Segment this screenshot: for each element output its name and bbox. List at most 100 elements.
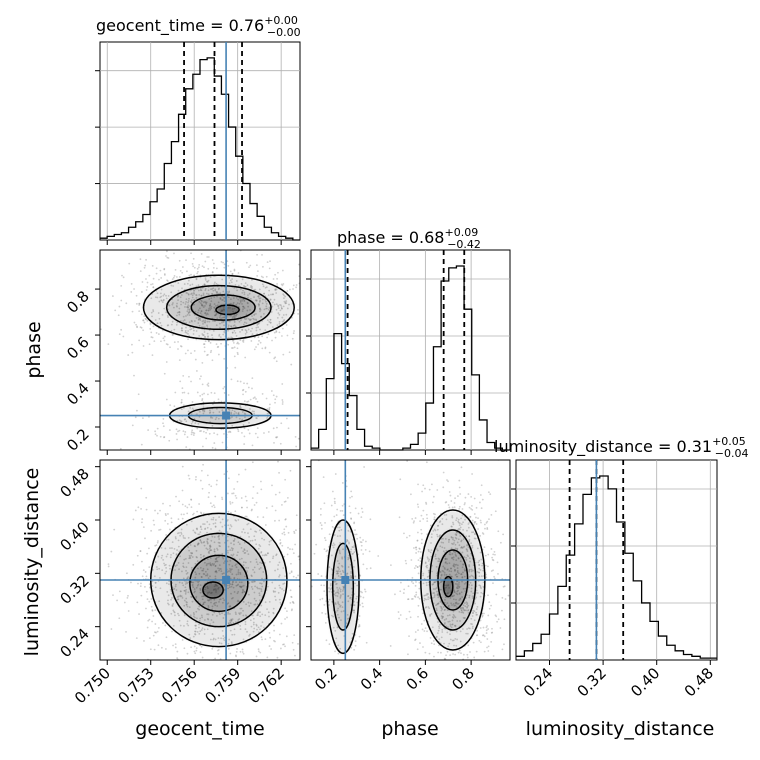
sample-point [341,482,344,484]
sample-point [236,380,239,383]
sample-point [168,439,171,442]
sample-point [298,555,300,558]
sample-point [180,399,183,401]
sample-point [153,648,156,651]
sample-point [154,631,156,634]
sample-point [410,559,413,561]
sample-point [492,582,494,584]
sample-point [284,645,286,648]
sample-point [334,502,336,505]
sample-point [242,339,245,341]
sample-point [485,629,488,632]
sample-point [499,627,502,629]
sample-point [237,473,240,476]
sample-point [152,277,155,280]
sample-point [266,656,269,659]
sample-point [269,403,271,406]
sample-point [269,636,272,639]
sample-point [142,569,145,572]
sample-point [163,268,166,271]
sample-point [206,354,208,357]
sample-point [412,582,415,585]
sample-point [361,591,363,594]
sample-point [283,670,285,672]
sample-point [280,422,283,425]
sample-point [227,510,230,513]
sample-point [255,398,257,400]
sample-point [195,649,198,652]
sample-point [481,615,484,618]
sample-point [156,630,159,633]
sample-point [160,340,162,343]
sample-point [210,391,213,394]
sample-point [190,498,193,501]
sample-point [355,533,358,536]
sample-point [445,501,448,503]
sample-point [187,338,189,341]
contour-line [189,554,249,613]
sample-point [287,546,289,549]
sample-point [146,281,149,284]
sample-point [127,594,129,597]
sample-point [163,436,165,439]
truth-marker [222,576,231,584]
sample-point [208,491,210,494]
sample-point [267,431,270,433]
sample-point [264,638,267,641]
sample-point [140,291,143,293]
sample-point [440,672,442,674]
contour-line [165,284,272,331]
sample-point [430,642,433,645]
sample-point [466,653,469,656]
sample-point [267,333,270,336]
sample-point [229,502,232,505]
sample-point [286,334,289,337]
sample-point [262,661,264,663]
sample-point [169,404,172,407]
sample-point [290,596,293,599]
sample-point [328,533,331,536]
panel-title-luminosity_distance: luminosity_distance = 0.31+0.05 −0.04 [494,435,749,460]
sample-point [163,372,166,375]
sample-point [116,599,119,602]
sample-point [140,582,142,585]
sample-point [429,524,432,527]
sample-point [253,348,256,351]
sample-point [321,612,324,614]
sample-point [243,400,246,403]
sample-point [135,302,138,305]
contour-line [190,294,256,321]
sample-point [485,573,487,576]
sample-point [250,509,253,512]
sample-point [297,437,300,440]
sample-point [257,650,260,653]
sample-point [180,401,183,404]
sample-point [203,665,205,667]
sample-point [182,404,185,407]
sample-point [402,592,405,594]
sample-point [138,613,140,615]
sample-point [291,601,294,603]
sample-point [302,612,304,614]
sample-point [137,582,139,585]
sample-point [281,532,284,535]
sample-point [479,619,482,622]
sample-point [275,436,278,439]
sample-point [168,429,171,431]
sample-point [416,539,419,542]
sample-point [173,341,176,344]
title-median: 0.76 [229,16,265,35]
density-level [202,582,224,598]
sample-point [243,382,245,385]
sample-point [222,261,224,264]
sample-point [409,616,412,619]
sample-point [211,359,214,362]
sample-point [281,544,284,547]
sample-point [223,263,226,266]
sample-point [207,671,209,673]
sample-point [257,343,260,346]
sample-point [308,309,310,311]
sample-point [177,341,179,343]
sample-point [265,507,268,509]
sample-point [210,666,212,668]
